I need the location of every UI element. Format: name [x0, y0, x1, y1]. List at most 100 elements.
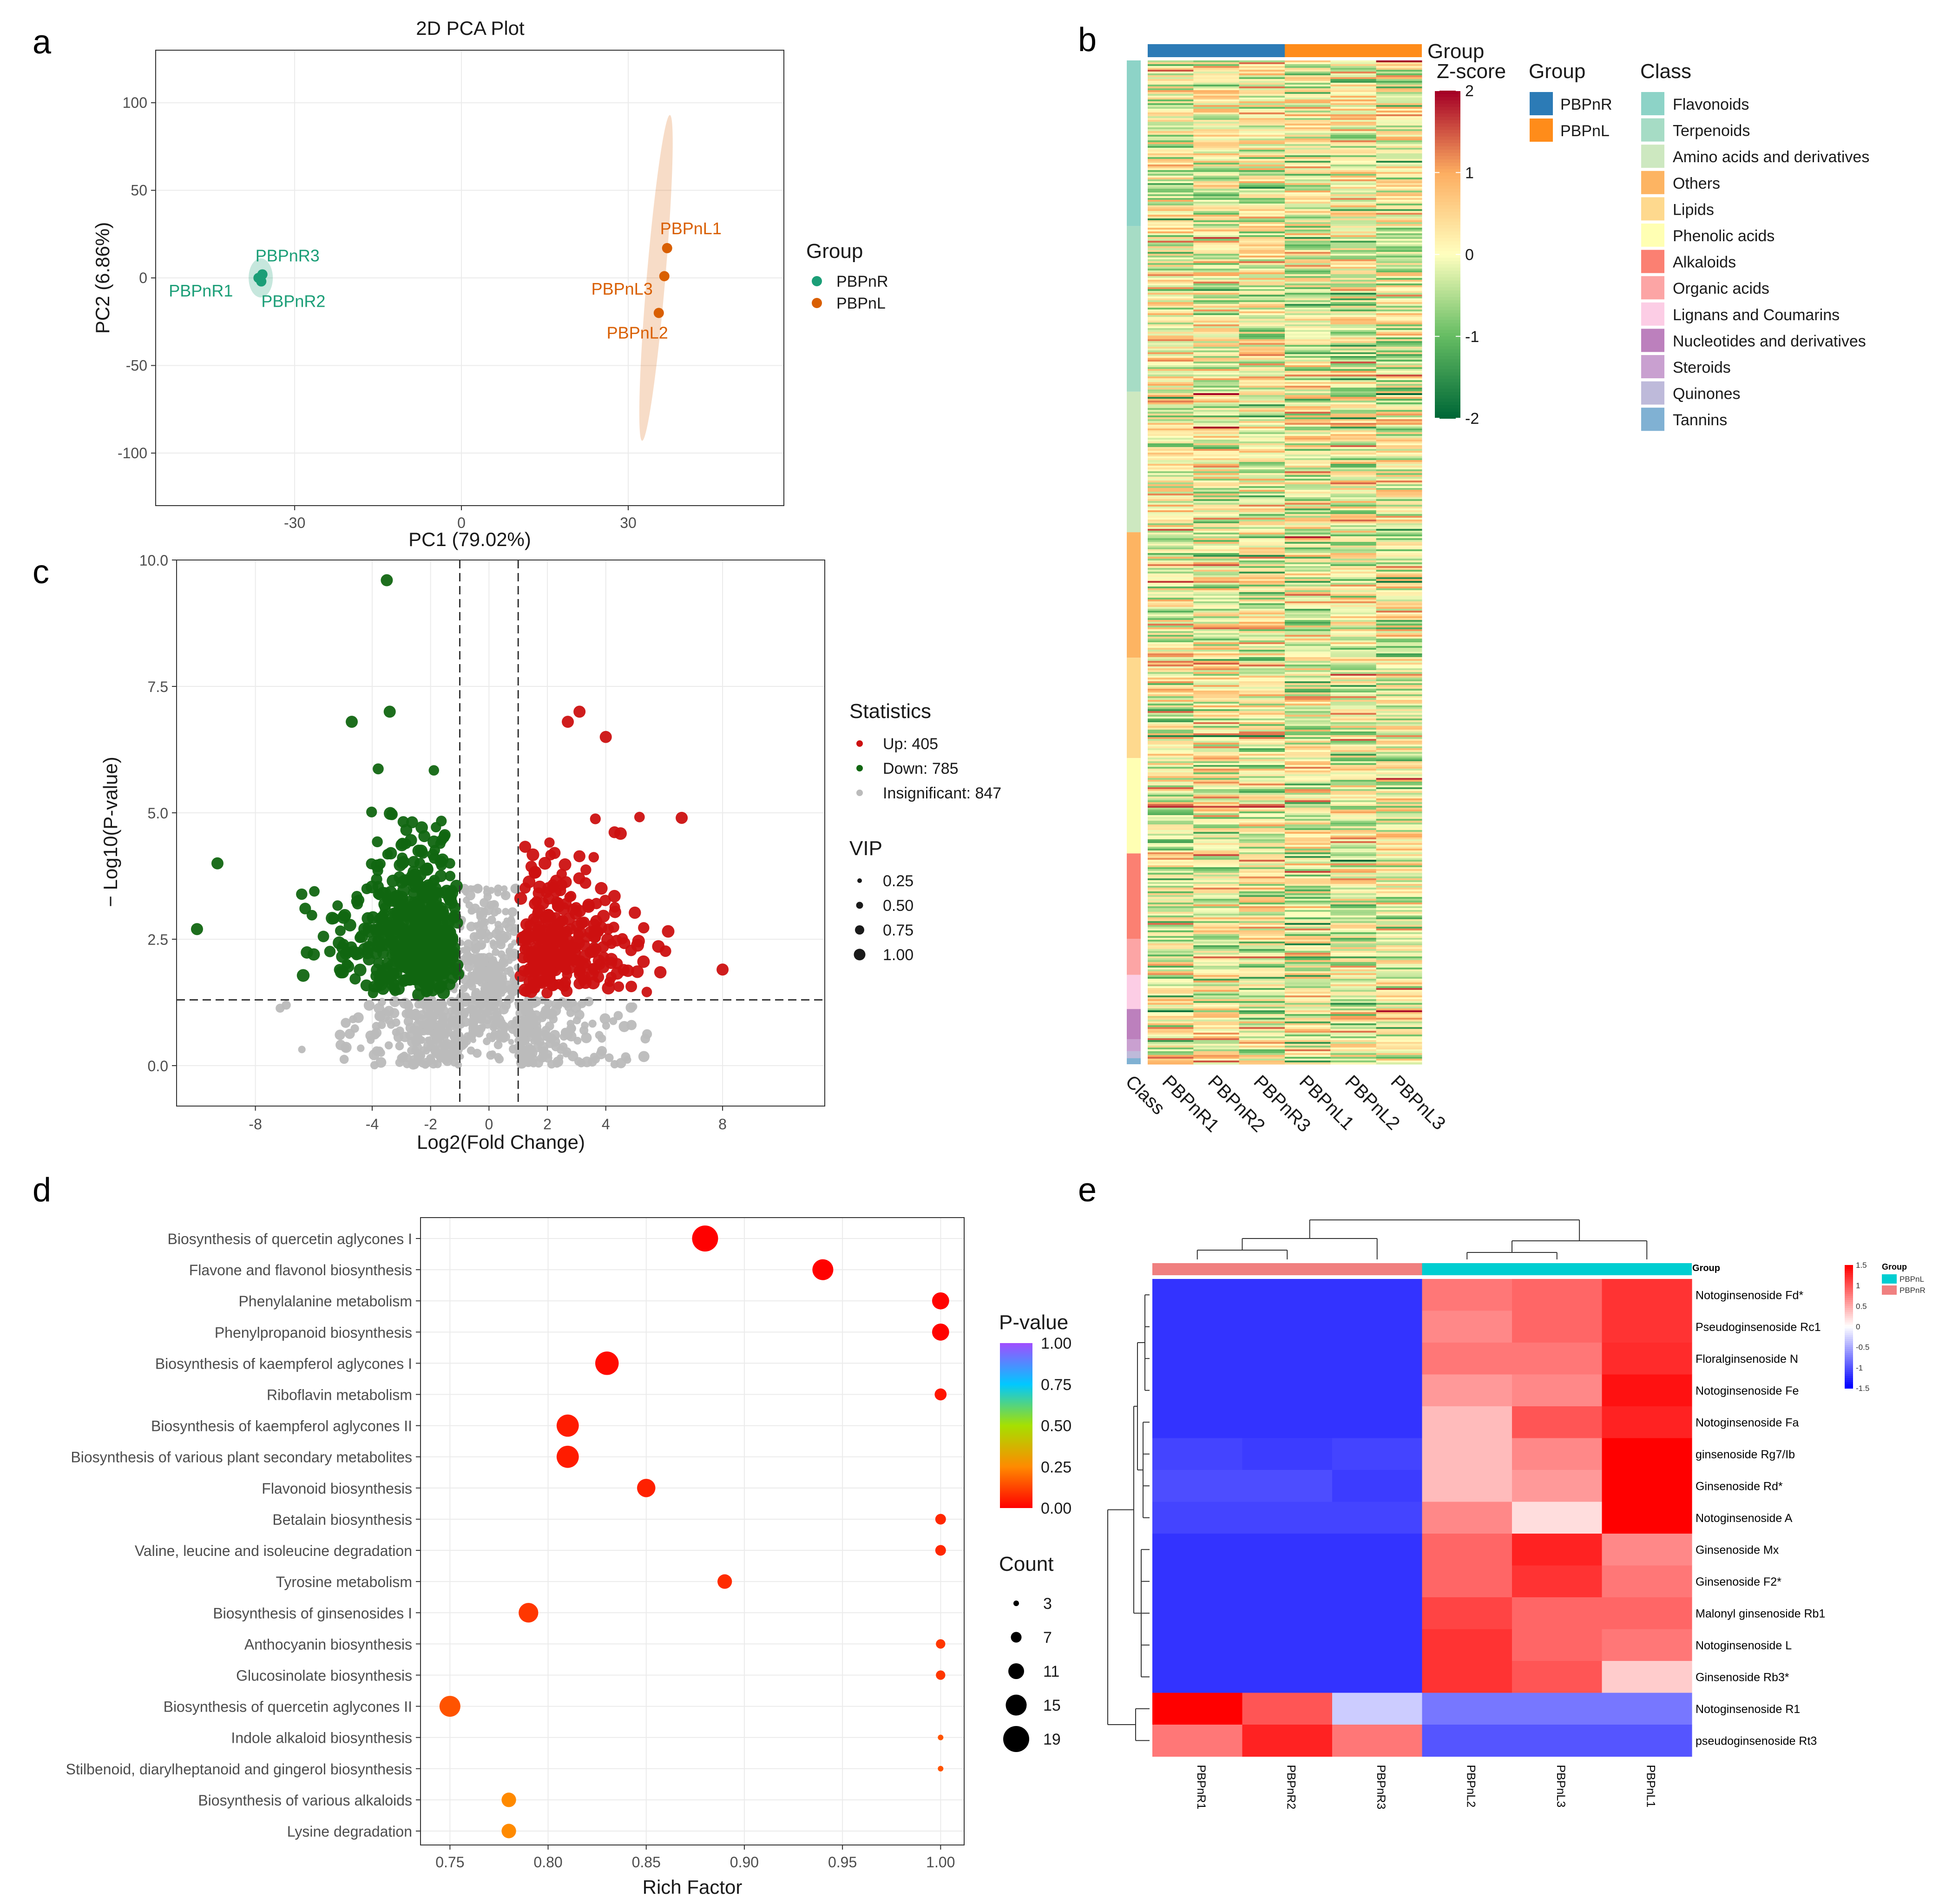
b-heat-cell	[1148, 298, 1194, 301]
b-heat-cell	[1239, 64, 1285, 66]
b-heat-cell	[1239, 375, 1285, 377]
b-heat-cell	[1148, 1033, 1194, 1035]
b-heat-cell	[1148, 451, 1194, 453]
b-heat-cell	[1148, 507, 1194, 509]
b-heat-cell	[1148, 70, 1194, 72]
b-heat-cell	[1285, 776, 1331, 778]
b-heat-cell	[1330, 373, 1377, 375]
b-heat-cell	[1239, 462, 1285, 464]
b-heat-cell	[1376, 897, 1422, 899]
volcano-point-insig	[357, 1044, 365, 1052]
b-heat-cell	[1239, 1048, 1285, 1050]
b-heat-cell	[1285, 763, 1331, 765]
b-heat-cell	[1148, 951, 1194, 953]
b-heat-cell	[1148, 363, 1194, 366]
b-heat-cell	[1193, 129, 1240, 132]
volcano-point-insig	[353, 1012, 364, 1023]
b-heat-cell	[1330, 938, 1377, 940]
b-heat-cell	[1330, 477, 1377, 479]
b-heat-cell	[1285, 750, 1331, 752]
b-heat-cell	[1148, 99, 1194, 102]
b-heat-cell	[1285, 341, 1331, 343]
b-heat-cell	[1193, 116, 1240, 119]
b-heat-cell	[1376, 626, 1422, 628]
b-heat-cell	[1285, 142, 1331, 145]
b-heat-cell	[1285, 254, 1331, 256]
b-heat-cell	[1285, 92, 1331, 94]
b-heat-cell	[1330, 951, 1377, 953]
b-heat-cell	[1330, 224, 1377, 226]
b-heat-cell	[1376, 1031, 1422, 1033]
volcano-point-up	[598, 951, 609, 962]
pca-ytick-label: -50	[126, 357, 147, 374]
b-heat-cell	[1330, 575, 1377, 578]
b-heat-cell	[1330, 899, 1377, 901]
b-heat-cell	[1239, 310, 1285, 312]
b-heat-cell	[1193, 369, 1240, 371]
b-heat-cell	[1239, 850, 1285, 853]
volcano-point-insig	[566, 1008, 575, 1017]
b-heat-cell	[1193, 683, 1240, 685]
b-heat-cell	[1376, 942, 1422, 944]
b-heat-cell	[1376, 945, 1422, 948]
b-heat-cell	[1148, 916, 1194, 918]
b-heat-cell	[1285, 533, 1331, 535]
b-zscore-step	[1435, 402, 1460, 406]
b-heat-cell	[1239, 568, 1285, 570]
b-heat-cell	[1148, 376, 1194, 379]
b-heat-cell	[1239, 257, 1285, 260]
b-heat-cell	[1285, 122, 1331, 124]
b-heat-cell	[1148, 572, 1194, 574]
volcano-point-insig	[462, 992, 470, 1000]
volcano-point-insig	[489, 1016, 496, 1023]
b-heat-cell	[1148, 839, 1194, 842]
b-heat-cell	[1148, 793, 1194, 795]
b-heat-cell	[1376, 280, 1422, 282]
b-heat-cell	[1239, 252, 1285, 254]
b-heat-cell	[1376, 276, 1422, 278]
b-heat-cell	[1148, 570, 1194, 572]
b-heat-cell	[1193, 144, 1240, 146]
b-heat-cell	[1193, 508, 1240, 511]
b-heat-cell	[1330, 678, 1377, 680]
b-heat-cell	[1330, 345, 1377, 347]
b-zscore-step	[1435, 100, 1460, 105]
b-heat-cell	[1193, 1048, 1240, 1050]
b-heat-cell	[1193, 823, 1240, 825]
b-heat-cell	[1148, 213, 1194, 215]
b-heat-cell	[1285, 137, 1331, 139]
b-heat-cell	[1148, 544, 1194, 546]
b-heat-cell	[1376, 103, 1422, 105]
b-heat-cell	[1330, 1049, 1377, 1052]
b-heat-cell	[1330, 839, 1377, 842]
b-heat-cell	[1239, 979, 1285, 981]
b-heat-cell	[1239, 551, 1285, 553]
b-heat-cell	[1376, 176, 1422, 178]
b-heat-cell	[1285, 813, 1331, 816]
b-heat-cell	[1285, 837, 1331, 840]
b-heat-cell	[1239, 830, 1285, 832]
b-heat-cell	[1148, 211, 1194, 213]
b-heat-cell	[1193, 1010, 1240, 1013]
b-heat-cell	[1239, 399, 1285, 401]
b-heat-cell	[1376, 1029, 1422, 1031]
b-heat-cell	[1285, 581, 1331, 583]
b-zscore-step	[1435, 248, 1460, 252]
b-heat-cell	[1193, 679, 1240, 682]
b-heat-cell	[1193, 791, 1240, 793]
b-zscore-step	[1435, 241, 1460, 245]
b-zscore-step	[1435, 395, 1460, 399]
b-heat-cell	[1148, 759, 1194, 762]
b-heat-cell	[1148, 1023, 1194, 1026]
volcano-point-insig	[517, 1057, 528, 1068]
b-heat-cell	[1193, 495, 1240, 498]
b-heat-cell	[1376, 215, 1422, 217]
pca-legend-label-pbpnr: PBPnR	[836, 273, 888, 290]
b-heat-cell	[1330, 520, 1377, 522]
b-heat-cell	[1148, 943, 1194, 946]
b-heat-cell	[1285, 166, 1331, 169]
b-heat-cell	[1193, 261, 1240, 264]
b-class-legend-label-amino-acids-and-derivatives: Amino acids and derivatives	[1673, 148, 1869, 166]
b-heat-cell	[1330, 362, 1377, 364]
pca-point-label-pbpnr2: PBPnR2	[261, 292, 325, 311]
